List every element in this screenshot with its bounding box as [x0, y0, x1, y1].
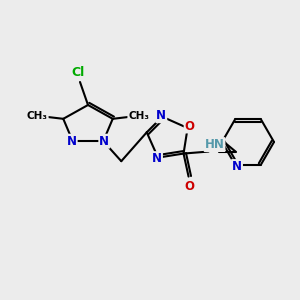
Text: Cl: Cl	[71, 67, 85, 80]
Text: N: N	[67, 135, 77, 148]
Text: N: N	[99, 135, 109, 148]
Text: HN: HN	[205, 138, 224, 151]
Text: N: N	[232, 160, 242, 173]
Text: CH₃: CH₃	[128, 111, 149, 121]
Text: N: N	[156, 109, 166, 122]
Text: CH₃: CH₃	[27, 111, 48, 121]
Text: O: O	[184, 119, 195, 133]
Text: N: N	[152, 152, 162, 165]
Text: O: O	[184, 180, 195, 193]
